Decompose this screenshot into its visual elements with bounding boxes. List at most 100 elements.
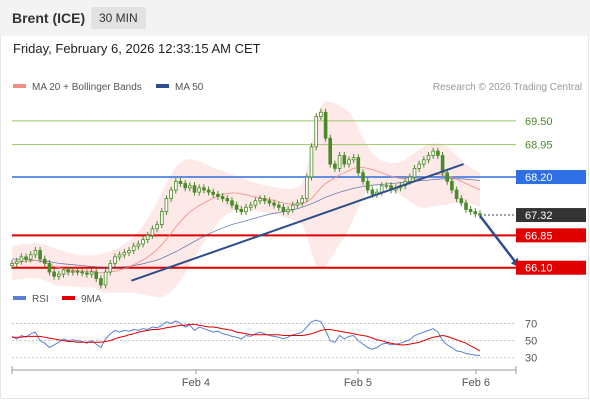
instrument-title: Brent (ICE) [12, 10, 86, 26]
candle [211, 188, 216, 198]
candle [230, 197, 234, 209]
candle [286, 205, 290, 216]
support-tag-4 [516, 228, 586, 243]
candle [141, 236, 145, 248]
candle-body [347, 159, 351, 165]
candle [80, 268, 85, 277]
candle-body [197, 187, 202, 193]
x-axis: Feb 4 Feb 5 Feb 6 [11, 366, 517, 389]
candle-body [85, 272, 89, 275]
candle-body [351, 157, 356, 161]
candle-body [71, 270, 75, 273]
candle [314, 113, 318, 151]
candle-body [295, 202, 300, 206]
candle [323, 108, 328, 142]
candle [300, 195, 304, 207]
candle-body [47, 262, 52, 273]
candle-body [220, 196, 225, 200]
candle-body [28, 254, 33, 260]
candle-body [155, 224, 159, 230]
candle-body [43, 258, 47, 264]
rsi-legend-label: RSI [32, 294, 49, 305]
candle-body [342, 155, 347, 165]
candle [24, 253, 28, 263]
candle [61, 266, 66, 278]
candle [464, 199, 468, 213]
candle-body [272, 202, 276, 206]
candle [10, 259, 14, 270]
rsi-panel: 70 50 30 [11, 319, 537, 365]
candle-body [14, 260, 19, 264]
candle [187, 182, 192, 192]
candle-body [436, 150, 440, 156]
candle [276, 201, 281, 211]
moving-averages [11, 167, 481, 274]
x-tick-label-1: Feb 5 [344, 377, 372, 389]
candle [89, 268, 94, 278]
candle [14, 257, 19, 267]
candle-body [108, 262, 113, 273]
candle-body [384, 185, 389, 188]
candle [304, 173, 309, 203]
candle [281, 203, 286, 216]
candle [47, 259, 52, 276]
x-tick-label-0: Feb 4 [182, 377, 210, 389]
candle-body [370, 189, 375, 195]
candle [225, 195, 230, 205]
candle-body [454, 189, 459, 200]
candle-body [216, 193, 220, 197]
candle-body [122, 252, 127, 256]
candle [319, 108, 323, 121]
support-tag-5 [516, 260, 586, 275]
candle [248, 201, 253, 211]
candle [309, 143, 314, 181]
ma20-line [11, 167, 481, 274]
candle [94, 268, 99, 282]
candle [28, 251, 33, 263]
ma50-line [12, 178, 481, 269]
candle [159, 208, 164, 228]
candle [234, 201, 239, 213]
candle [239, 205, 244, 216]
candle-body [445, 172, 449, 182]
candle-body [412, 167, 417, 178]
candle [206, 186, 211, 196]
candle [450, 177, 454, 194]
rsi-tick-70: 70 [525, 319, 537, 331]
candle-body [323, 111, 328, 139]
candle-body [328, 137, 332, 165]
candle [155, 221, 159, 233]
candle-body [407, 176, 412, 182]
timeframe-button[interactable]: 30 MIN [91, 7, 146, 29]
candle [333, 160, 337, 172]
candle [426, 152, 431, 164]
last-price-tag [516, 208, 586, 223]
candle-body [281, 206, 286, 213]
candle [127, 247, 131, 257]
candle [412, 164, 417, 181]
pivot-tag [516, 170, 586, 185]
candle [337, 152, 342, 172]
candle-body [309, 146, 314, 178]
candle-body [361, 172, 365, 182]
candle [216, 190, 220, 200]
candle-body [431, 150, 435, 156]
candle [431, 147, 435, 159]
rsi-tick-50: 50 [525, 336, 537, 348]
candle [473, 208, 478, 218]
candle-body [103, 271, 108, 286]
candle-body [211, 191, 216, 195]
last-price-label: 67.32 [525, 210, 553, 222]
candle-body [150, 228, 155, 236]
candle-body [52, 271, 56, 277]
candle [384, 182, 389, 190]
rsi-line [11, 319, 480, 356]
candle [192, 182, 197, 196]
candle [43, 255, 47, 267]
candle [183, 180, 188, 192]
candle-body [89, 271, 94, 275]
candle [290, 201, 295, 213]
candle-body [183, 183, 188, 189]
trendline-0 [131, 163, 464, 282]
